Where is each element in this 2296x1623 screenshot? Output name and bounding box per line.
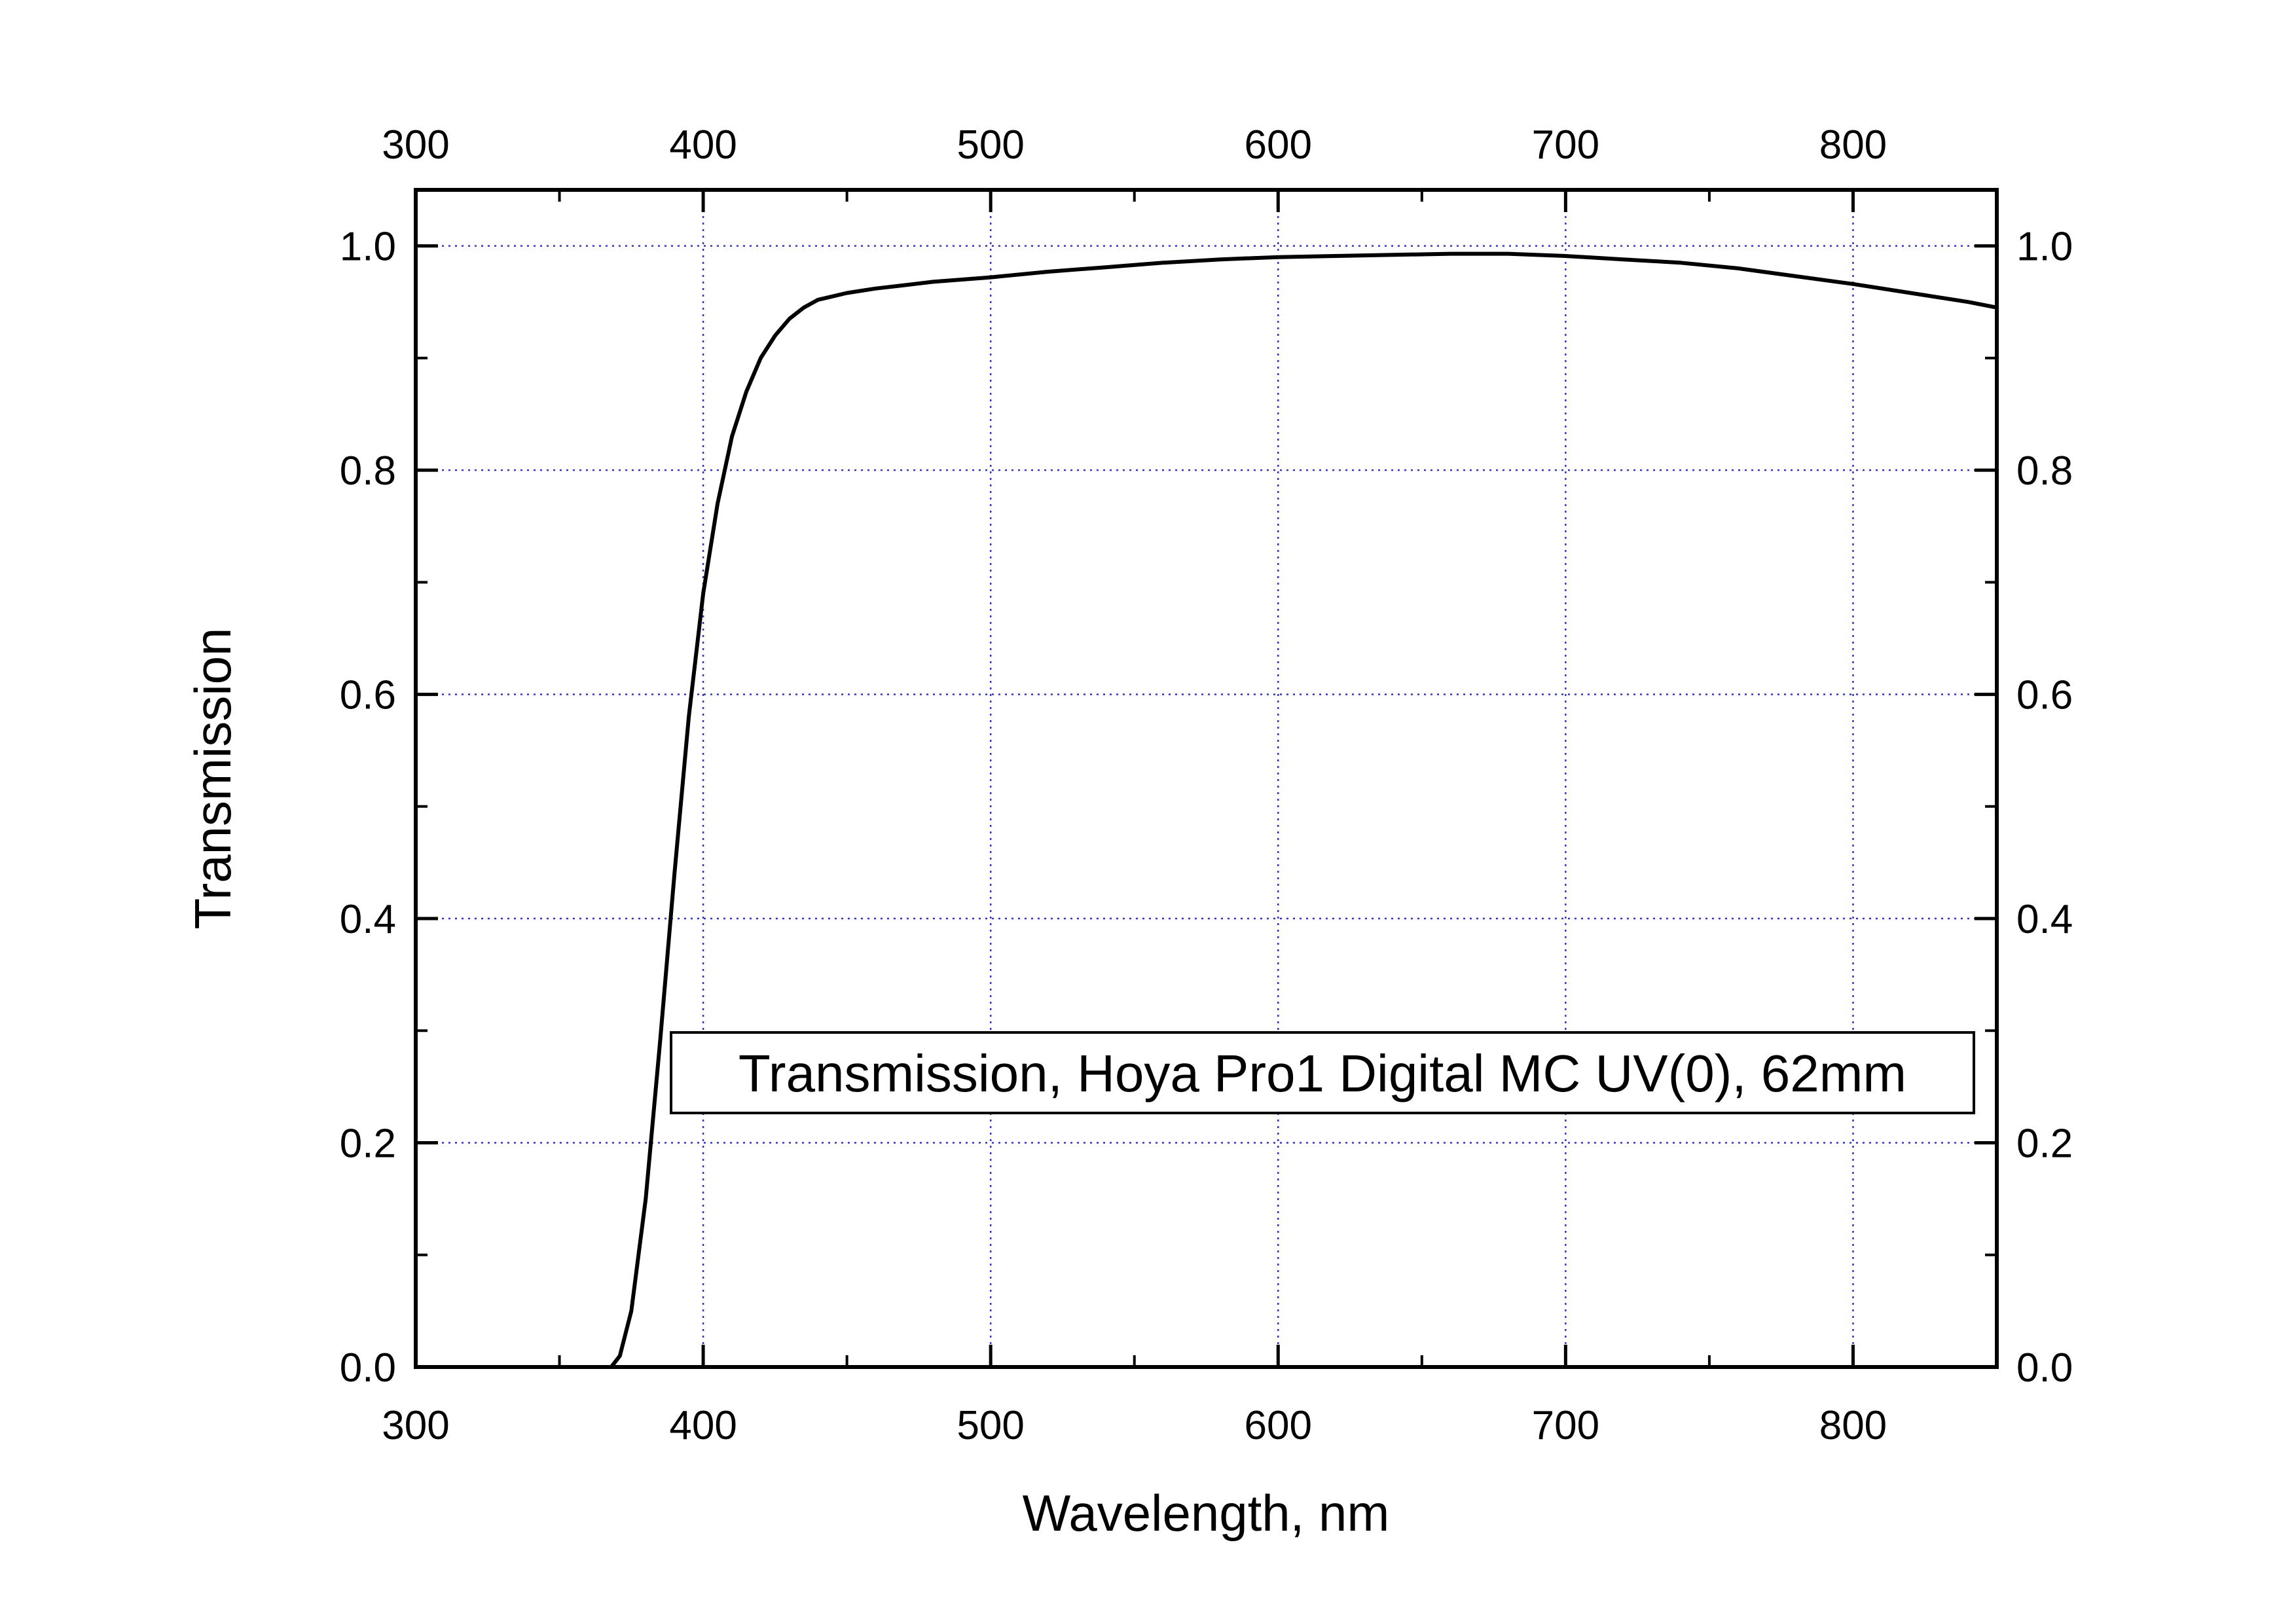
x-tick-label-top: 700 xyxy=(1532,122,1599,168)
y-tick-label-left: 1.0 xyxy=(340,225,396,270)
y-tick-label-left: 0.8 xyxy=(340,448,396,494)
y-tick-label-right: 0.0 xyxy=(2016,1345,2073,1391)
y-tick-label-right: 0.4 xyxy=(2016,897,2073,942)
y-tick-label-right: 0.8 xyxy=(2016,448,2073,494)
x-tick-label-top: 300 xyxy=(382,122,449,168)
x-tick-label-bottom: 300 xyxy=(382,1403,449,1448)
x-tick-label-bottom: 400 xyxy=(669,1403,737,1448)
y-tick-label-left: 0.2 xyxy=(340,1122,396,1167)
x-tick-label-bottom: 500 xyxy=(957,1403,1024,1448)
x-tick-label-top: 600 xyxy=(1245,122,1312,168)
y-tick-label-left: 0.6 xyxy=(340,673,396,718)
x-tick-label-bottom: 700 xyxy=(1532,1403,1599,1448)
y-tick-label-right: 0.2 xyxy=(2016,1122,2073,1167)
x-tick-label-bottom: 600 xyxy=(1245,1403,1312,1448)
x-tick-label-top: 400 xyxy=(669,122,737,168)
legend-box: Transmission, Hoya Pro1 Digital MC UV(0)… xyxy=(670,1031,1975,1114)
y-tick-label-right: 0.6 xyxy=(2016,673,2073,718)
y-tick-label-right: 1.0 xyxy=(2016,225,2073,270)
x-tick-label-top: 800 xyxy=(1819,122,1887,168)
plot-frame xyxy=(414,188,1999,1369)
y-axis-title: Transmission xyxy=(184,628,242,930)
grid-lines xyxy=(416,190,1997,1367)
series-layer xyxy=(414,251,1999,1369)
legend-frame xyxy=(670,1031,1975,1114)
x-tick-label-top: 500 xyxy=(957,122,1024,168)
legend-entry: Transmission, Hoya Pro1 Digital MC UV(0)… xyxy=(738,1044,1906,1103)
y-tick-label-left: 0.4 xyxy=(340,897,396,942)
tick-labels: 300 300 400 400 500 500 600 600 700 700 800 800 0.0 0… xyxy=(340,122,2073,1448)
x-tick-label-bottom: 800 xyxy=(1819,1403,1887,1448)
y-tick-label-left: 0.0 xyxy=(340,1345,396,1391)
series-line-0 xyxy=(414,251,1999,1369)
x-axis-title: Wavelength, nm xyxy=(1023,1484,1390,1542)
